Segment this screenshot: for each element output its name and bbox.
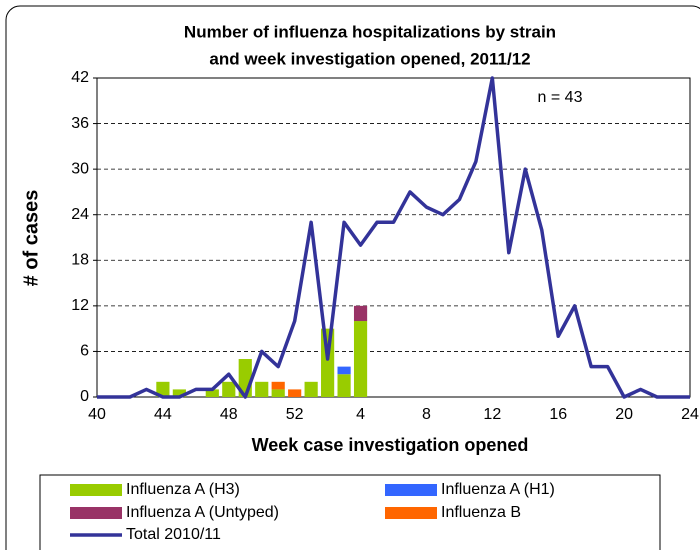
line	[97, 76, 690, 399]
x-tick-label: 48	[220, 406, 238, 423]
x-tick-label: 24	[681, 406, 699, 423]
legend-swatch	[70, 507, 122, 519]
bar	[255, 381, 269, 397]
chart-frame	[5, 5, 700, 555]
y-tick-label: 0	[80, 388, 89, 405]
y-axis-label: # of cases	[20, 190, 42, 287]
x-tick-label: 52	[286, 406, 304, 423]
bar	[337, 374, 351, 397]
x-tick-label: 44	[154, 406, 172, 423]
bar	[271, 389, 285, 397]
bar	[304, 381, 318, 397]
legend-label: Influenza B	[441, 504, 521, 521]
legend-swatch	[385, 507, 437, 519]
x-tick-label: 40	[88, 406, 106, 423]
bar	[353, 321, 368, 397]
x-tick-label: 4	[356, 406, 365, 423]
y-tick-label: 42	[71, 69, 89, 86]
x-tick-label: 16	[549, 406, 567, 423]
x-axis-label: Week case investigation opened	[252, 435, 529, 455]
bar	[205, 389, 219, 397]
legend-swatch	[385, 484, 437, 496]
bar	[222, 381, 236, 397]
annotation: n = 43	[538, 89, 583, 106]
y-tick-label: 18	[71, 252, 89, 269]
y-tick-label: 6	[80, 343, 89, 360]
y-tick-label: 12	[71, 297, 89, 314]
chart-title: and week investigation opened, 2011/12	[209, 49, 530, 68]
bar	[156, 381, 170, 397]
legend-label: Influenza A (Untyped)	[126, 504, 279, 521]
legend-label: Influenza A (H1)	[441, 481, 555, 498]
plot-border	[96, 77, 691, 398]
x-tick-label: 20	[615, 406, 633, 423]
bar	[337, 366, 351, 375]
y-tick-label: 24	[71, 206, 89, 223]
x-tick-label: 8	[422, 406, 431, 423]
y-tick-label: 30	[71, 160, 89, 177]
bar	[172, 389, 186, 397]
chart-title: Number of influenza hospitalizations by …	[184, 22, 556, 41]
legend-box	[39, 474, 661, 555]
y-tick-label: 36	[71, 115, 89, 132]
x-tick-label: 12	[483, 406, 501, 423]
bar	[271, 381, 285, 390]
legend-label: Influenza A (H3)	[126, 481, 240, 498]
bar	[321, 328, 335, 397]
legend-label: Total 2010/11	[126, 526, 221, 543]
bar	[288, 389, 302, 397]
legend-swatch	[70, 484, 122, 496]
bar	[353, 305, 368, 322]
